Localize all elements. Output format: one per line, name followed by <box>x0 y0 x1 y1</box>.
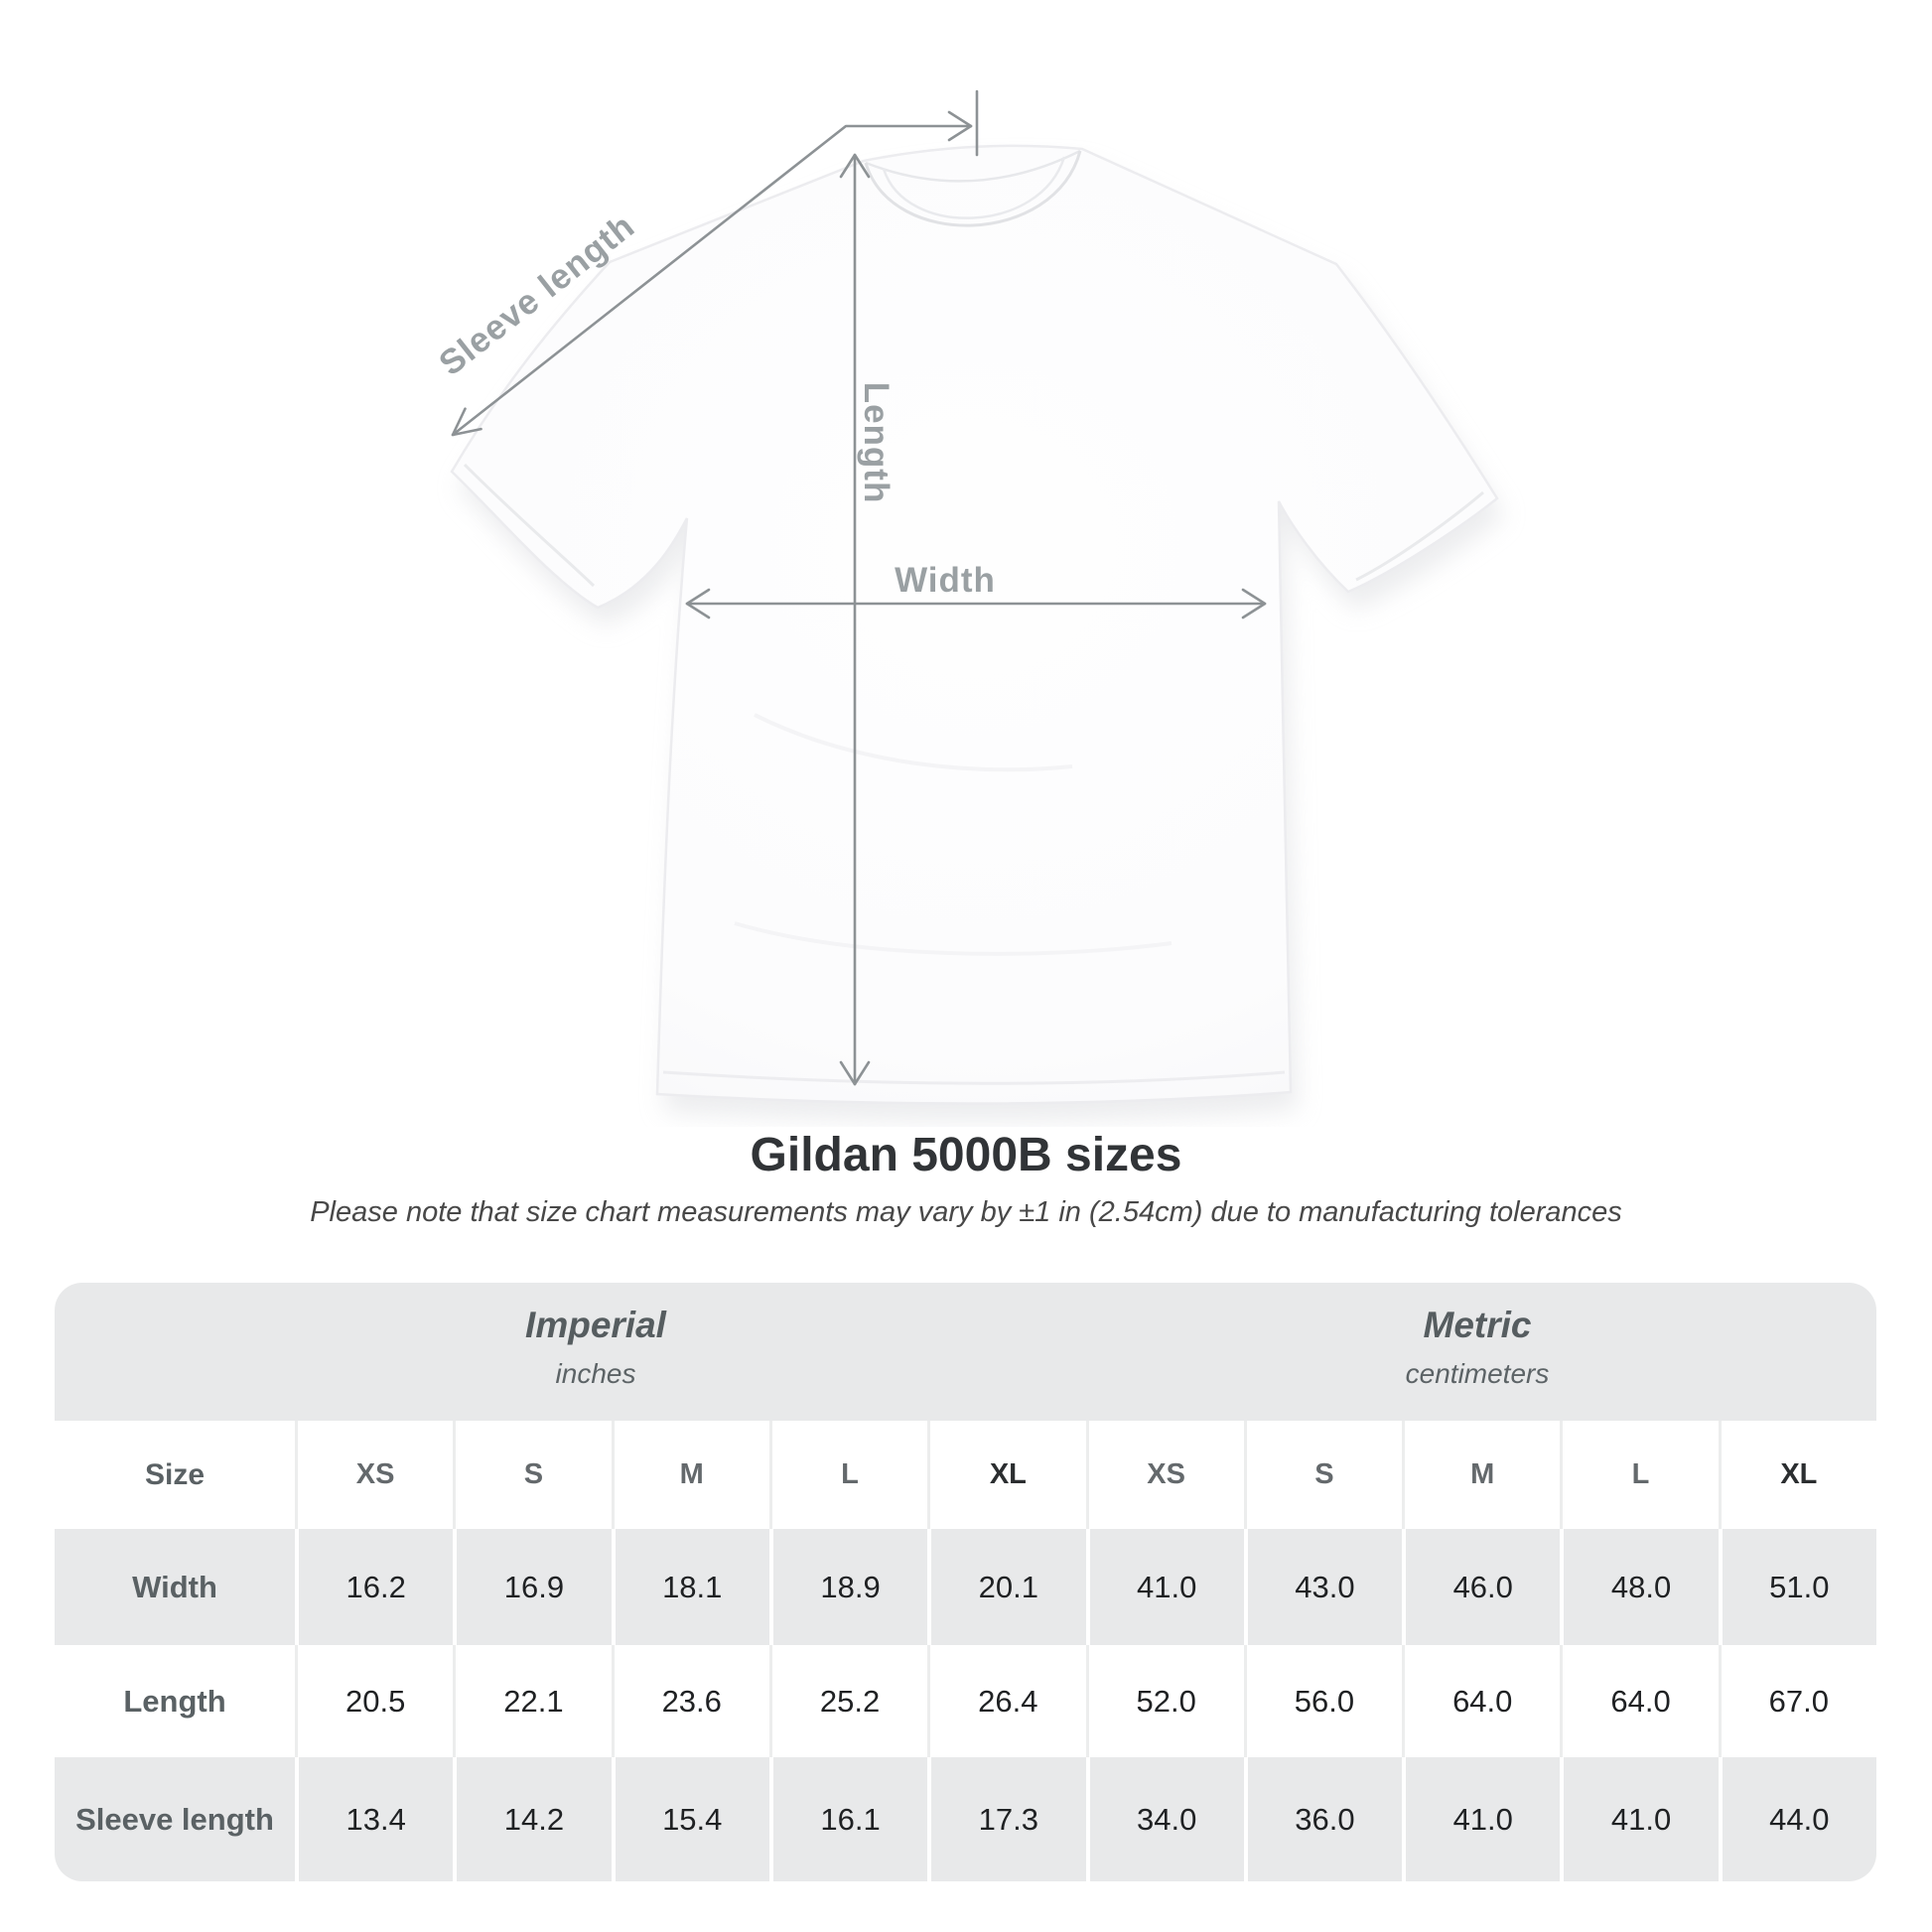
page-subtitle: Please note that size chart measurements… <box>310 1196 1622 1228</box>
value-cell: 13.4 <box>295 1757 454 1881</box>
value-cell: 20.1 <box>927 1529 1086 1645</box>
fold-line-2 <box>734 921 1173 956</box>
tshirt-diagram-svg: Sleeve length Length Width <box>432 89 1504 1122</box>
value-cell: 20.5 <box>295 1645 454 1757</box>
imperial-title: Imperial <box>525 1305 666 1345</box>
value-cell: 52.0 <box>1085 1645 1244 1757</box>
size-header-cell: XL <box>927 1421 1086 1529</box>
tshirt-body <box>450 144 1499 1105</box>
collar-back-icon <box>865 149 1081 183</box>
value-cell: 14.2 <box>453 1757 612 1881</box>
row-label: Sleeve length <box>55 1757 295 1881</box>
value-cell: 17.3 <box>927 1757 1086 1881</box>
value-cell: 15.4 <box>611 1757 769 1881</box>
tshirt-diagram: Sleeve length Length Width <box>432 89 1504 1122</box>
size-header-cell: XS <box>295 1421 454 1529</box>
value-cell: 34.0 <box>1085 1757 1244 1881</box>
unit-group-band: Imperial inches Metric centimeters <box>55 1283 1876 1421</box>
value-cell: 41.0 <box>1560 1757 1719 1881</box>
imperial-group-header: Imperial inches <box>525 1305 666 1390</box>
page-title: Gildan 5000B sizes <box>750 1129 1182 1181</box>
size-chart-table: Imperial inches Metric centimeters Size … <box>55 1283 1876 1881</box>
value-cell: 64.0 <box>1402 1645 1561 1757</box>
value-cell: 64.0 <box>1560 1645 1719 1757</box>
value-cell: 41.0 <box>1085 1529 1244 1645</box>
value-cell: 25.2 <box>768 1645 928 1757</box>
value-cell: 18.1 <box>611 1529 769 1645</box>
size-header-cell: XL <box>1718 1421 1876 1529</box>
size-header-cell: S <box>1243 1421 1403 1529</box>
value-cell: 36.0 <box>1243 1757 1403 1881</box>
size-header-cell: Size <box>55 1421 295 1529</box>
fold-line-1 <box>754 713 1073 772</box>
imperial-unit: inches <box>555 1358 636 1389</box>
value-cell: 46.0 <box>1402 1529 1561 1645</box>
value-cell: 43.0 <box>1243 1529 1403 1645</box>
value-cell: 16.2 <box>295 1529 454 1645</box>
hem-stitch <box>662 1070 1286 1085</box>
size-header-cell: XS <box>1085 1421 1244 1529</box>
size-header-cell: L <box>1560 1421 1719 1529</box>
size-header-cell: S <box>453 1421 612 1529</box>
value-cell: 22.1 <box>453 1645 612 1757</box>
length-measure-line <box>839 153 871 1086</box>
width-label: Width <box>895 561 996 600</box>
right-cuff-stitch <box>1355 490 1484 582</box>
row-label: Width <box>55 1529 295 1645</box>
value-cell: 51.0 <box>1718 1529 1876 1645</box>
left-cuff-stitch <box>463 463 596 588</box>
metric-title: Metric <box>1423 1305 1532 1345</box>
metric-group-header: Metric centimeters <box>1406 1305 1550 1390</box>
value-cell: 56.0 <box>1243 1645 1403 1757</box>
value-cell: 26.4 <box>927 1645 1086 1757</box>
value-cell: 41.0 <box>1402 1757 1561 1881</box>
size-header-cell: L <box>768 1421 928 1529</box>
size-header-cell: M <box>611 1421 769 1529</box>
length-label: Length <box>857 382 896 504</box>
value-cell: 48.0 <box>1560 1529 1719 1645</box>
metric-unit: centimeters <box>1405 1358 1550 1389</box>
value-cell: 16.9 <box>453 1529 612 1645</box>
row-label: Length <box>55 1645 295 1757</box>
size-header-cell: M <box>1402 1421 1561 1529</box>
value-cell: 44.0 <box>1718 1757 1876 1881</box>
value-cell: 18.9 <box>768 1529 928 1645</box>
value-cell: 16.1 <box>768 1757 928 1881</box>
value-cell: 67.0 <box>1718 1645 1876 1757</box>
collar-band-icon <box>882 156 1066 219</box>
sleeve-length-measure-line <box>451 89 979 437</box>
collar-outer-icon <box>864 150 1082 227</box>
value-cell: 23.6 <box>611 1645 769 1757</box>
width-measure-line <box>685 588 1267 620</box>
